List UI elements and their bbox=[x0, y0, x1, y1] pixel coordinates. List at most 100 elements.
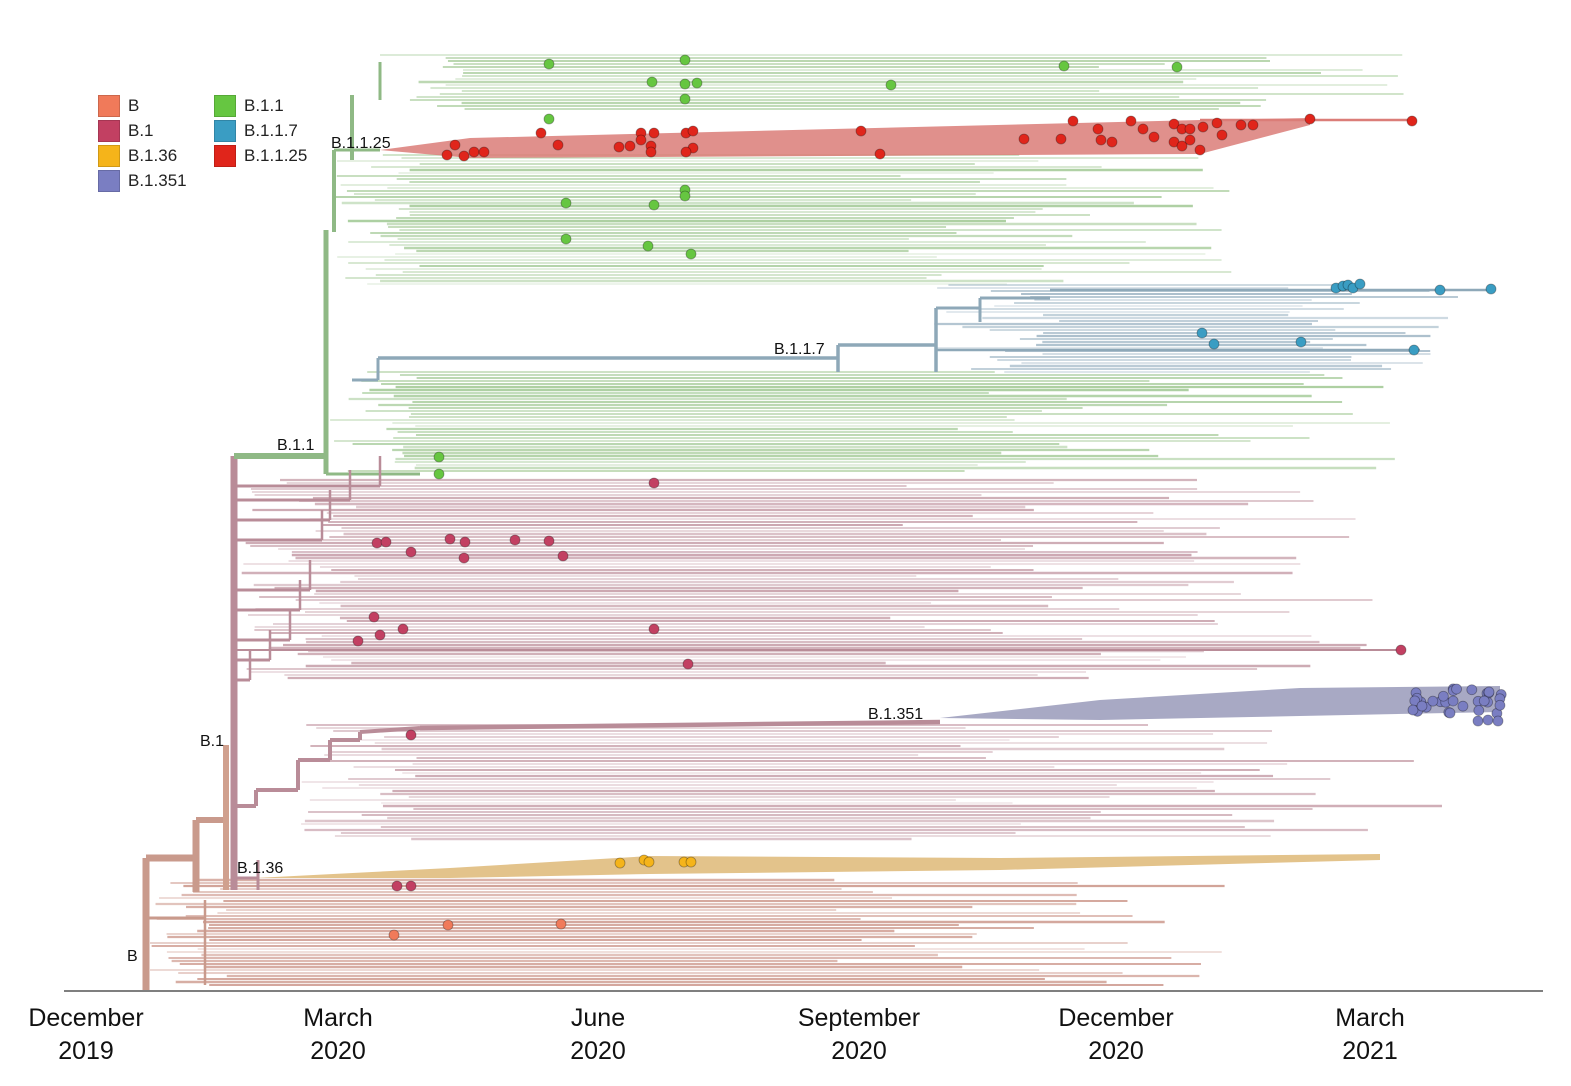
lineage-legend: B B.1.1 B.1 B.1.1.7 B.1.36 B.1.1.25 B.1.… bbox=[98, 93, 334, 193]
legend-label: B.1.1 bbox=[244, 95, 284, 115]
b1125-clade-band bbox=[380, 118, 1310, 158]
legend-label: B.1 bbox=[128, 120, 154, 140]
b11-sample-marker bbox=[560, 233, 572, 245]
legend-item-b-1-1-7: B.1.1.7 bbox=[214, 118, 334, 143]
b1125-sample-marker bbox=[1184, 123, 1196, 135]
b1351-sample-marker bbox=[1407, 704, 1419, 716]
b1125-sample-marker bbox=[478, 146, 490, 158]
lineage-label-b136: B.1.36 bbox=[237, 860, 283, 877]
b117-sample-marker bbox=[1196, 327, 1208, 339]
b1-sample-marker bbox=[648, 477, 660, 489]
b1125-sample-marker bbox=[1106, 136, 1118, 148]
b1125-sample-marker bbox=[1211, 117, 1223, 129]
b1125-sample-marker bbox=[855, 125, 867, 137]
legend-swatch bbox=[98, 94, 120, 117]
tick-month: March bbox=[1335, 1004, 1405, 1032]
tick-month: December bbox=[1058, 1004, 1174, 1032]
b1125-sample-marker bbox=[1197, 121, 1209, 133]
tick-year: 2020 bbox=[1088, 1037, 1144, 1065]
b1-sample-marker bbox=[405, 880, 417, 892]
legend-swatch bbox=[98, 119, 120, 142]
b1351-sample-marker bbox=[1444, 707, 1456, 719]
b117-sample-marker bbox=[1485, 283, 1497, 295]
b1-sample-marker bbox=[648, 623, 660, 635]
b1351-clade-band bbox=[940, 686, 1500, 720]
b1351-sample-marker bbox=[1466, 684, 1478, 696]
b1125-sample-marker bbox=[613, 141, 625, 153]
tick-month: December bbox=[28, 1004, 144, 1032]
b1-sample-marker bbox=[1395, 644, 1407, 656]
legend-item-b-1-351: B.1.351 bbox=[98, 168, 214, 193]
b136-clade-band bbox=[255, 854, 1380, 878]
legend-item-b-1-36: B.1.36 bbox=[98, 143, 214, 168]
legend-label: B.1.351 bbox=[128, 170, 187, 190]
b1125-sample-marker bbox=[449, 139, 461, 151]
b1125-sample-marker bbox=[1137, 123, 1149, 135]
b1-sample-marker bbox=[509, 534, 521, 546]
b11-sample-marker bbox=[648, 199, 660, 211]
time-axis-tick-label: March 2021 bbox=[1280, 1002, 1460, 1068]
b1125-sample-marker bbox=[1194, 144, 1206, 156]
b1-sample-marker bbox=[405, 546, 417, 558]
b1-sample-marker bbox=[459, 536, 471, 548]
b1-branch bbox=[359, 726, 421, 734]
legend-label: B.1.1.25 bbox=[244, 145, 308, 165]
b1-sample-marker bbox=[371, 537, 383, 549]
b1351-sample-marker bbox=[1494, 699, 1506, 711]
lineage-label-b117: B.1.1.7 bbox=[774, 341, 825, 358]
b1-sample-marker bbox=[397, 623, 409, 635]
b1351-sample-marker bbox=[1492, 715, 1504, 727]
lineage-labels: B B.1 B.1.1 B.1.1.25 B.1.1.7 B.1.351 B.1… bbox=[127, 135, 923, 965]
b1125-sample-marker bbox=[1092, 123, 1104, 135]
tick-month: September bbox=[797, 1004, 921, 1032]
lineage-label-b1351: B.1.351 bbox=[868, 706, 923, 723]
b1125-sample-marker bbox=[1216, 129, 1228, 141]
b1351-sample-marker bbox=[1478, 695, 1490, 707]
b1125-sample-marker bbox=[874, 148, 886, 160]
b1125-sample-marker bbox=[458, 150, 470, 162]
b11-sample-marker bbox=[885, 79, 897, 91]
b11-sample-marker bbox=[679, 54, 691, 66]
b1351-sample-marker bbox=[1416, 700, 1428, 712]
lineage-label-b1: B.1 bbox=[200, 733, 224, 750]
time-axis-tick-label: September 2020 bbox=[769, 1002, 949, 1068]
b136-sample-marker bbox=[643, 856, 655, 868]
time-axis-tick-label: December 2019 bbox=[0, 1002, 176, 1068]
b117-sample-marker bbox=[1408, 344, 1420, 356]
legend-item-b-1-1-25: B.1.1.25 bbox=[214, 143, 334, 168]
b11-sample-marker bbox=[679, 78, 691, 90]
b1125-sample-marker bbox=[680, 146, 692, 158]
legend-item-b-1: B.1 bbox=[98, 118, 214, 143]
tip-branches bbox=[150, 54, 1458, 987]
b1-sample-marker bbox=[391, 880, 403, 892]
b1-sample-marker bbox=[368, 611, 380, 623]
b1125-sample-marker bbox=[635, 134, 647, 146]
lineage-label-b11: B.1.1 bbox=[277, 437, 314, 454]
b1-sample-marker bbox=[405, 729, 417, 741]
b1351-sample-marker bbox=[1473, 705, 1485, 716]
b1125-sample-marker bbox=[1067, 115, 1079, 127]
b1351-sample-marker bbox=[1427, 695, 1439, 707]
legend-swatch bbox=[214, 119, 236, 142]
b1-sample-marker bbox=[374, 629, 386, 641]
tick-year: 2020 bbox=[831, 1037, 887, 1065]
b1125-sample-marker bbox=[1304, 113, 1316, 125]
b1351-sample-marker bbox=[1482, 714, 1494, 726]
b11-sample-marker bbox=[543, 58, 555, 70]
b1-sample-marker bbox=[444, 533, 456, 545]
b11-sample-marker bbox=[685, 248, 697, 260]
b1351-sample-marker bbox=[1457, 700, 1469, 712]
b11-sample-marker bbox=[646, 76, 658, 88]
tick-month: March bbox=[303, 1004, 373, 1032]
b1125-sample-marker bbox=[552, 139, 564, 151]
b117-sample-marker bbox=[1434, 284, 1446, 296]
b1125-sample-marker bbox=[1018, 133, 1030, 145]
b11-sample-marker bbox=[543, 113, 555, 125]
lineage-label-b: B bbox=[127, 948, 138, 965]
b1-sample-marker bbox=[557, 550, 569, 562]
tick-month: June bbox=[570, 1004, 626, 1032]
backbone-branches bbox=[142, 62, 1490, 990]
b1125-sample-marker bbox=[535, 127, 547, 139]
